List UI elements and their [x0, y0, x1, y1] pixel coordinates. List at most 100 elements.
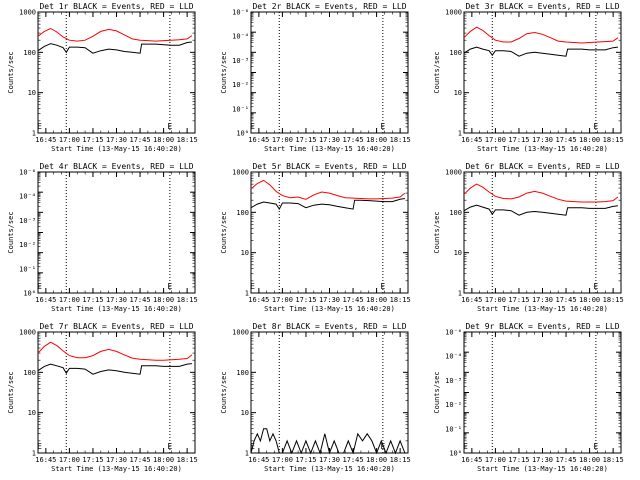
detector-panel-8: Det 8r BLACK = Events, RED = LLD 1 10 100 10…: [220, 322, 411, 473]
x-axis-label: Start Time (13-May-15 16:40:20): [477, 145, 608, 153]
x-tick-label: 18:15: [390, 136, 411, 144]
e-marker-2: E: [380, 442, 385, 451]
detector-panel-2: Det 2r BLACK = Events, RED = LLD 10⁰ 10⁻¹ 1…: [220, 2, 411, 153]
y-tick-label: 10⁻³: [232, 57, 249, 65]
panel-title: Det 4r BLACK = Events, RED = LLD: [39, 162, 193, 171]
e-marker-2: E: [167, 282, 172, 291]
y-tick-label: 10⁻⁶: [232, 9, 249, 17]
e-marker-2: E: [380, 282, 385, 291]
e-marker-1: E: [463, 122, 468, 131]
x-tick-label: 16:45: [35, 136, 56, 144]
x-tick-label: 17:45: [343, 136, 364, 144]
x-tick-label: 17:15: [508, 136, 529, 144]
x-tick-label: 16:45: [461, 456, 482, 464]
detector-panel-4: Det 4r BLACK = Events, RED = LLD 10⁰ 10⁻¹ 1…: [7, 162, 198, 313]
plot-frame: [37, 171, 196, 294]
plot-frame: [463, 331, 622, 454]
x-tick-label: 17:15: [295, 456, 316, 464]
events-series-line: [250, 198, 405, 211]
lld-series-line: [463, 26, 619, 44]
x-tick-label: 18:00: [153, 296, 174, 304]
x-tick-label: 17:00: [485, 296, 506, 304]
x-axis-label: Start Time (13-May-15 16:40:20): [264, 465, 395, 473]
panel-title: Det 8r BLACK = Events, RED = LLD: [252, 322, 406, 331]
x-tick-label: 17:00: [59, 456, 80, 464]
y-axis-label: Counts/sec: [7, 371, 15, 413]
x-tick-label: 18:00: [153, 456, 174, 464]
x-tick-label: 17:30: [106, 296, 127, 304]
panel-title: Det 3r BLACK = Events, RED = LLD: [465, 2, 619, 11]
e-marker-2: E: [380, 122, 385, 131]
detector-panel-6: Det 6r BLACK = Events, RED = LLD 1 10 100 10…: [433, 162, 624, 313]
lld-series-line: [37, 27, 193, 42]
x-tick-label: 18:15: [177, 136, 198, 144]
y-tick-label: 10: [241, 249, 249, 257]
detector-panel-7: Det 7r BLACK = Events, RED = LLD 1 10 100 10…: [7, 322, 198, 473]
y-tick-label: 1000: [232, 169, 249, 177]
y-tick-label: 100: [236, 369, 249, 377]
y-tick-label: 10⁻⁶: [19, 169, 36, 177]
x-tick-label: 17:15: [295, 296, 316, 304]
x-tick-label: 17:00: [485, 136, 506, 144]
y-tick-label: 10: [454, 89, 462, 97]
x-axis-label: Start Time (13-May-15 16:40:20): [477, 465, 608, 473]
panel-title: Det 9r BLACK = Events, RED = LLD: [465, 322, 619, 331]
y-tick-label: 10⁻¹: [19, 265, 36, 273]
lld-series-line: [37, 341, 193, 361]
y-axis-label: Counts/sec: [7, 51, 15, 93]
x-tick-label: 16:45: [248, 136, 269, 144]
y-tick-label: 100: [23, 49, 36, 57]
x-tick-label: 16:45: [35, 296, 56, 304]
x-tick-label: 17:45: [130, 136, 151, 144]
y-tick-label: 10: [241, 409, 249, 417]
detector-panel-1: Det 1r BLACK = Events, RED = LLD 1 10 100 10…: [7, 2, 198, 153]
y-tick-label: 10⁻⁴: [445, 353, 462, 361]
x-tick-label: 17:15: [508, 456, 529, 464]
panel-title: Det 5r BLACK = Events, RED = LLD: [252, 162, 406, 171]
y-tick-label: 1: [458, 290, 462, 298]
x-tick-label: 17:15: [82, 136, 103, 144]
y-axis-label: Counts/sec: [220, 371, 228, 413]
y-tick-label: 1000: [19, 329, 36, 337]
x-tick-label: 17:30: [319, 456, 340, 464]
x-tick-label: 17:30: [106, 136, 127, 144]
x-tick-label: 17:15: [508, 296, 529, 304]
x-tick-label: 17:45: [343, 296, 364, 304]
e-marker-2: E: [593, 442, 598, 451]
x-tick-label: 17:45: [130, 456, 151, 464]
x-tick-label: 18:15: [603, 136, 624, 144]
x-tick-label: 17:00: [485, 456, 506, 464]
y-tick-label: 10⁻⁴: [232, 33, 249, 41]
x-tick-label: 18:00: [579, 136, 600, 144]
plot-frame: [250, 11, 409, 134]
e-marker-1: E: [250, 282, 255, 291]
e-marker-2: E: [593, 122, 598, 131]
y-tick-label: 10: [28, 409, 36, 417]
x-axis-label: Start Time (13-May-15 16:40:20): [51, 305, 182, 313]
x-tick-label: 17:15: [295, 136, 316, 144]
x-tick-label: 18:00: [153, 136, 174, 144]
e-marker-1: E: [250, 442, 255, 451]
x-axis-label: Start Time (13-May-15 16:40:20): [477, 305, 608, 313]
plot-frame: [250, 331, 409, 454]
x-tick-label: 17:45: [556, 456, 577, 464]
events-series-line: [37, 41, 192, 54]
y-axis-label: Counts/sec: [7, 211, 15, 253]
e-marker-1: E: [463, 442, 468, 451]
x-axis-label: Start Time (13-May-15 16:40:20): [51, 145, 182, 153]
y-tick-label: 1000: [232, 329, 249, 337]
x-tick-label: 17:15: [82, 456, 103, 464]
x-tick-label: 18:00: [579, 456, 600, 464]
x-tick-label: 17:30: [319, 296, 340, 304]
y-tick-label: 1000: [19, 9, 36, 17]
x-tick-label: 16:45: [248, 296, 269, 304]
x-tick-label: 16:45: [461, 136, 482, 144]
y-axis-label: Counts/sec: [433, 211, 441, 253]
x-axis-label: Start Time (13-May-15 16:40:20): [264, 145, 395, 153]
x-tick-label: 18:15: [177, 456, 198, 464]
y-tick-label: 1: [245, 450, 249, 458]
y-tick-label: 10⁻²: [445, 401, 462, 409]
y-tick-label: 1: [32, 130, 36, 138]
e-marker-1: E: [37, 282, 42, 291]
